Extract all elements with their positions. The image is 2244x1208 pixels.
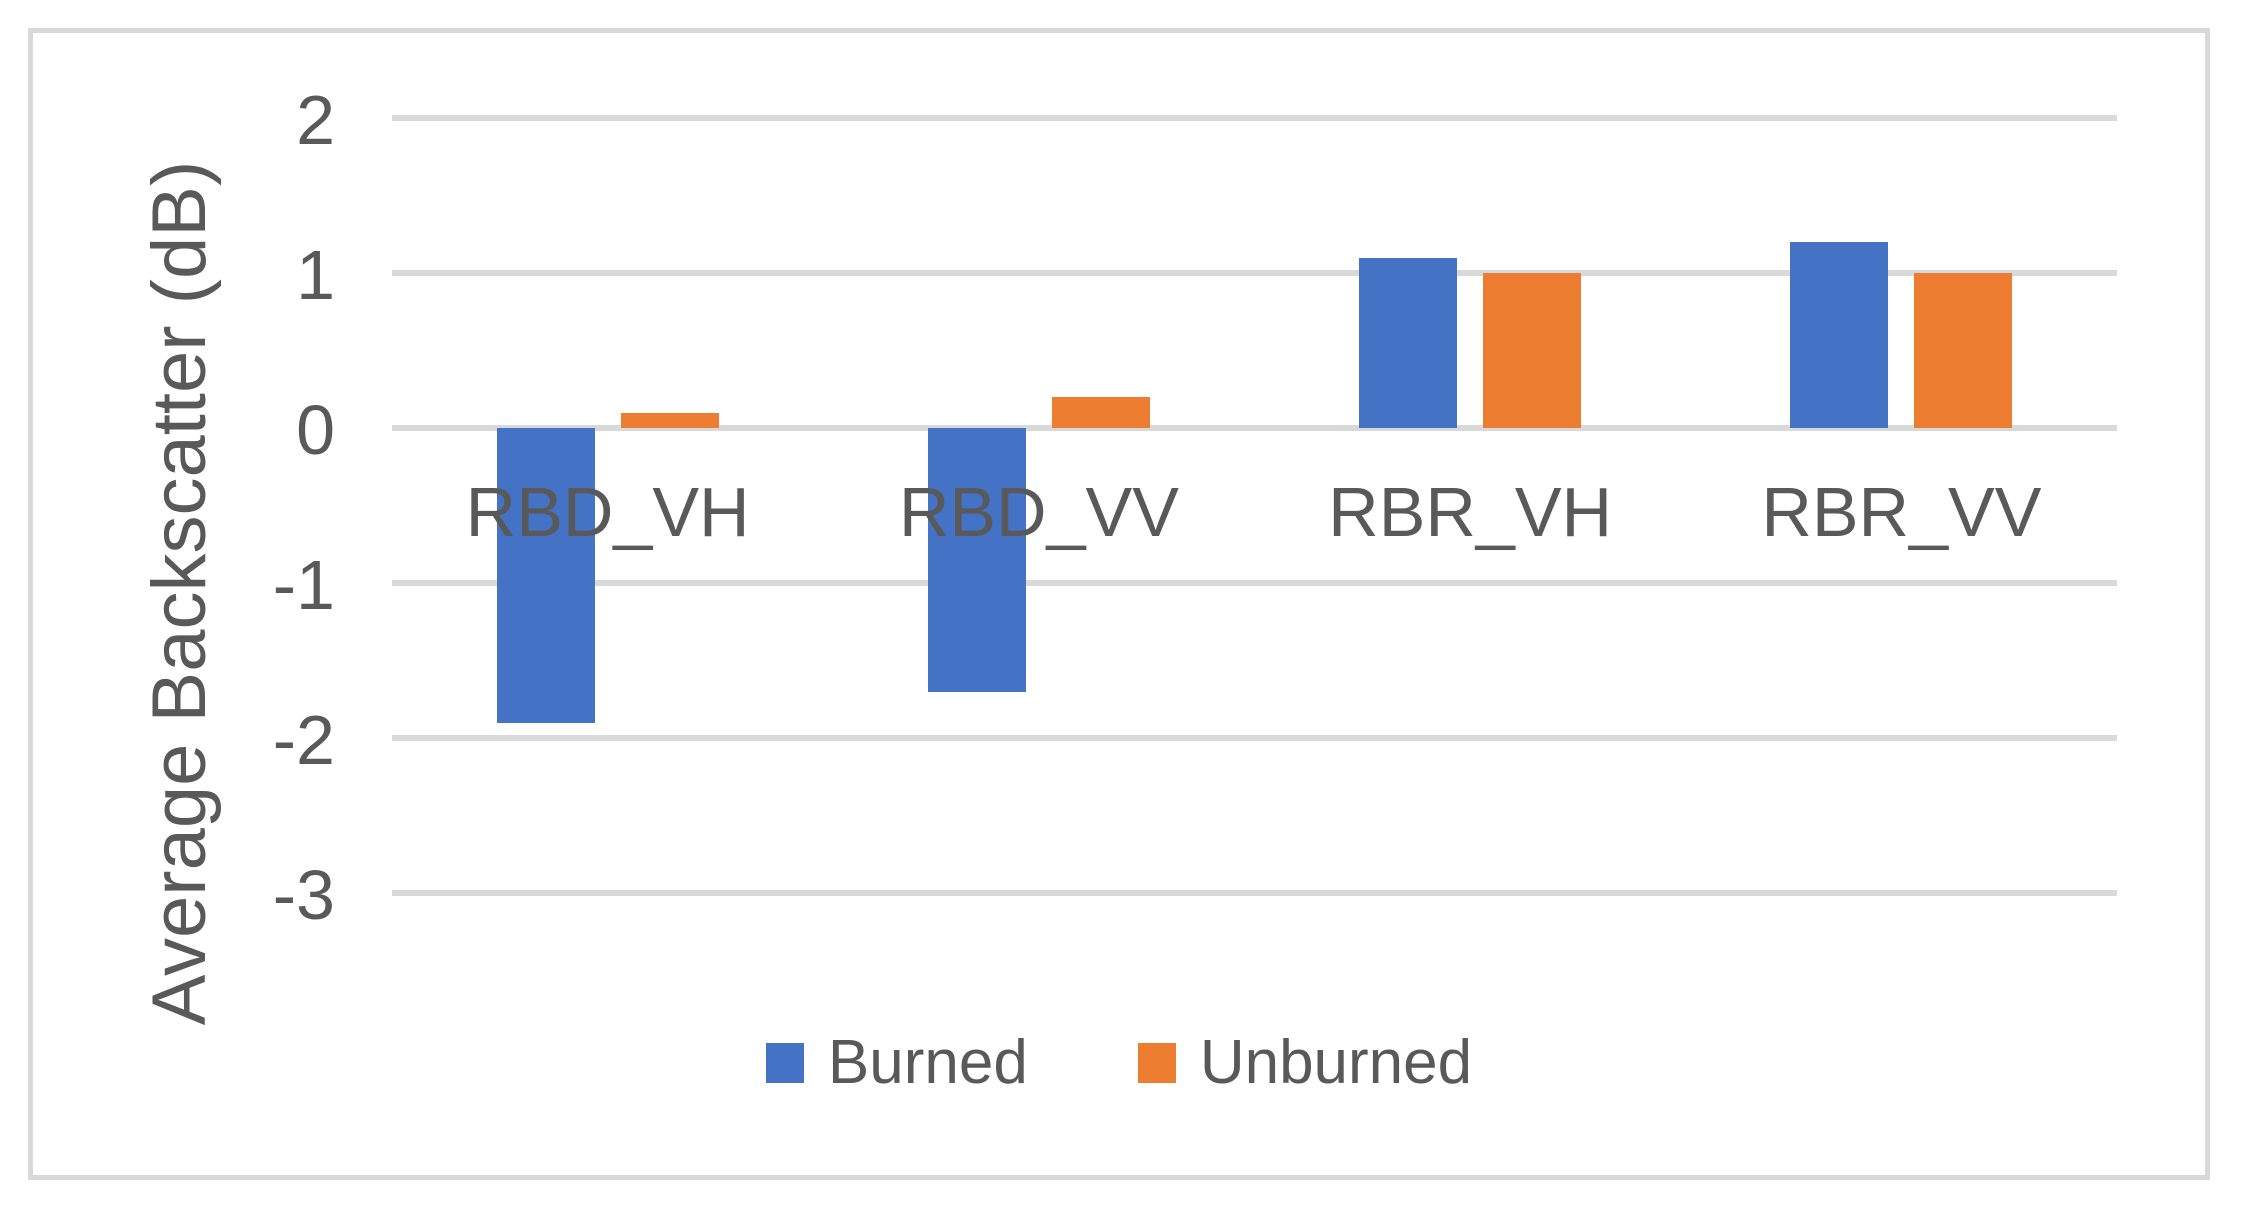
y-tick-label: 2 bbox=[296, 81, 335, 159]
y-tick-label: -2 bbox=[272, 701, 335, 779]
gridline bbox=[392, 735, 2117, 741]
bar-unburned-rbd_vv bbox=[1051, 397, 1150, 428]
x-category-label: RBD_VH bbox=[465, 473, 750, 551]
gridline bbox=[392, 580, 2117, 586]
gridline bbox=[392, 115, 2117, 121]
bar-unburned-rbr_vh bbox=[1483, 273, 1582, 428]
legend-item-unburned: Unburned bbox=[1137, 1028, 1473, 1098]
y-tick-label: 1 bbox=[296, 236, 335, 314]
x-category-label: RBR_VV bbox=[1761, 473, 2042, 551]
bar-burned-rbd_vv bbox=[927, 428, 1026, 692]
chart-frame bbox=[28, 28, 2210, 1180]
x-category-label: RBR_VH bbox=[1328, 473, 1613, 551]
bar-burned-rbr_vh bbox=[1359, 257, 1458, 428]
gridline bbox=[392, 270, 2117, 276]
bar-burned-rbr_vv bbox=[1790, 242, 1889, 428]
y-tick-label: -1 bbox=[272, 546, 335, 624]
legend-item-burned: Burned bbox=[765, 1028, 1028, 1098]
chart-legend: Burned Unburned bbox=[28, 1028, 2210, 1098]
legend-swatch-unburned bbox=[1137, 1043, 1176, 1083]
y-tick-label: -3 bbox=[272, 856, 335, 934]
y-tick-label: 0 bbox=[296, 391, 335, 469]
gridline bbox=[392, 890, 2117, 896]
x-category-label: RBD_VV bbox=[898, 473, 1179, 551]
legend-label: Unburned bbox=[1199, 1028, 1473, 1097]
bar-unburned-rbr_vv bbox=[1914, 273, 2013, 428]
legend-swatch-burned bbox=[765, 1043, 804, 1083]
legend-label: Burned bbox=[827, 1028, 1028, 1097]
gridline bbox=[392, 425, 2117, 431]
bar-burned-rbd_vh bbox=[496, 428, 595, 723]
bar-unburned-rbd_vh bbox=[620, 412, 719, 428]
